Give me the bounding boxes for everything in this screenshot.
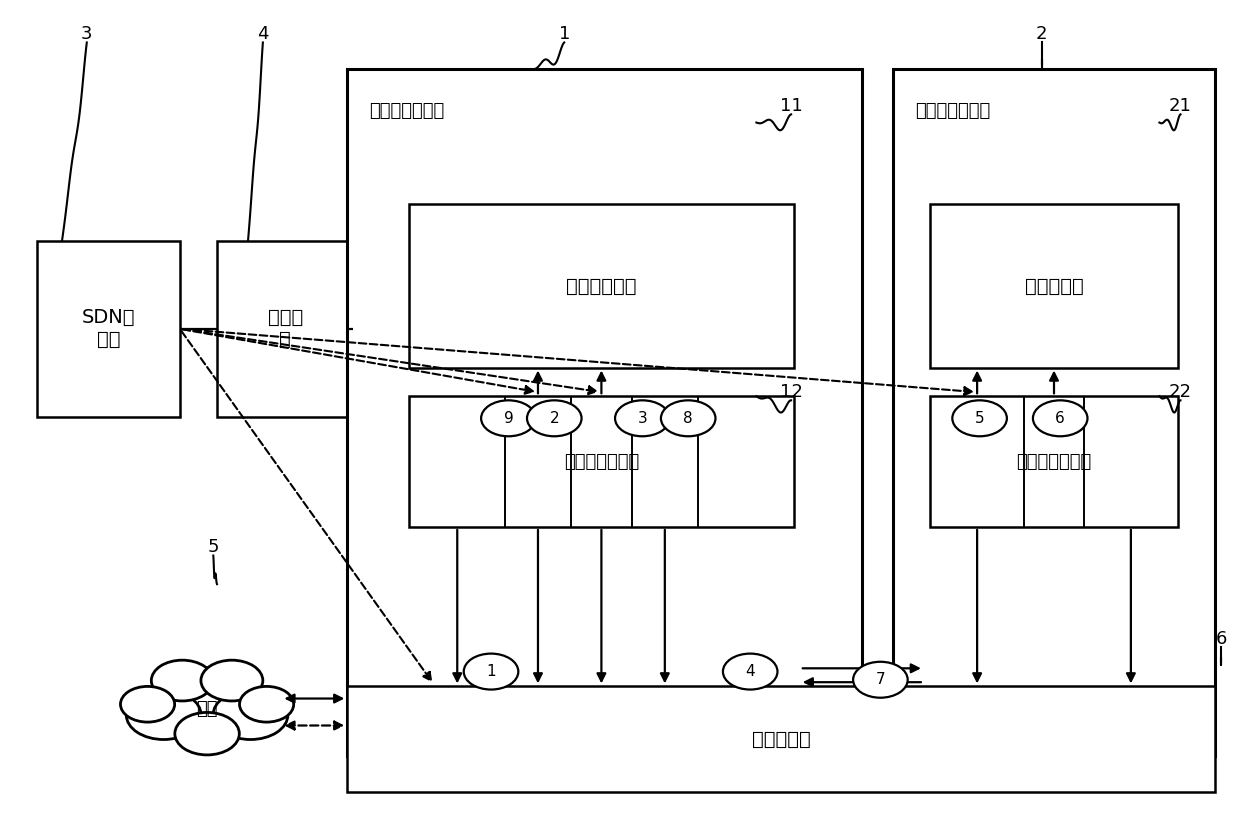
Bar — [347, 69, 862, 756]
Text: 21: 21 — [1169, 97, 1192, 115]
Circle shape — [126, 690, 201, 739]
Circle shape — [213, 690, 288, 739]
Text: 8: 8 — [683, 411, 693, 426]
Circle shape — [723, 654, 777, 690]
Text: 7: 7 — [875, 672, 885, 687]
Circle shape — [239, 686, 294, 722]
Text: 网站服务器: 网站服务器 — [1024, 276, 1084, 296]
Text: 2: 2 — [1035, 25, 1048, 43]
Text: 第一软件交换机: 第一软件交换机 — [564, 453, 639, 471]
Text: 12: 12 — [780, 383, 802, 401]
Circle shape — [201, 660, 263, 701]
Circle shape — [151, 660, 213, 701]
Text: 4: 4 — [745, 664, 755, 679]
Bar — [217, 241, 353, 417]
Circle shape — [481, 400, 536, 436]
Text: 管理节
点: 管理节 点 — [268, 308, 303, 350]
Circle shape — [661, 400, 715, 436]
Text: 安全防护节点: 安全防护节点 — [567, 276, 636, 296]
Text: 6: 6 — [1055, 411, 1065, 426]
Text: 第二物理服务器: 第二物理服务器 — [915, 102, 991, 120]
Text: 2: 2 — [549, 411, 559, 426]
Text: 网络: 网络 — [196, 700, 218, 718]
Bar — [893, 69, 1215, 756]
Text: 1: 1 — [486, 664, 496, 679]
Circle shape — [527, 400, 582, 436]
Bar — [930, 396, 1178, 527]
Text: 5: 5 — [975, 411, 985, 426]
Circle shape — [1033, 400, 1087, 436]
Bar — [930, 204, 1178, 368]
Text: 4: 4 — [257, 25, 269, 43]
Circle shape — [120, 686, 175, 722]
Text: 物理交换机: 物理交换机 — [751, 730, 811, 749]
Bar — [37, 241, 180, 417]
Text: 6: 6 — [1215, 630, 1228, 648]
Circle shape — [952, 400, 1007, 436]
Bar — [409, 396, 794, 527]
Circle shape — [615, 400, 670, 436]
Circle shape — [464, 654, 518, 690]
Circle shape — [175, 712, 239, 755]
Bar — [347, 686, 1215, 792]
Text: 3: 3 — [81, 25, 93, 43]
Text: 3: 3 — [637, 411, 647, 426]
Bar — [409, 204, 794, 368]
Text: 5: 5 — [207, 538, 219, 556]
Text: 22: 22 — [1169, 383, 1192, 401]
Text: 1: 1 — [558, 25, 570, 43]
Text: 第二软件交换机: 第二软件交换机 — [1017, 453, 1091, 471]
Text: 9: 9 — [503, 411, 513, 426]
Circle shape — [161, 668, 253, 729]
Text: 11: 11 — [780, 97, 802, 115]
Circle shape — [853, 662, 908, 698]
Text: 第一物理服务器: 第一物理服务器 — [370, 102, 445, 120]
Text: SDN控
制器: SDN控 制器 — [82, 308, 135, 350]
